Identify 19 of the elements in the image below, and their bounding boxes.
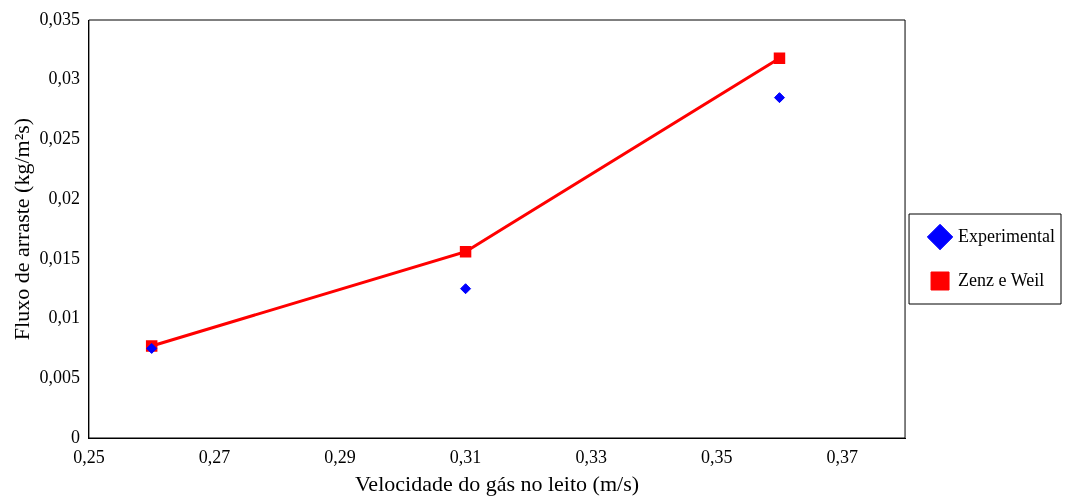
x-tick-label: 0,25 (73, 446, 105, 467)
x-tick-label: 0,31 (449, 446, 482, 467)
y-tick-label: 0,005 (39, 367, 80, 388)
legend-label: Experimental (958, 225, 1056, 246)
x-tick-label: 0,27 (198, 446, 231, 467)
y-tick-label: 0,025 (39, 128, 80, 149)
y-tick-label: 0,015 (39, 247, 80, 268)
x-tick-label: 0,33 (575, 446, 607, 467)
legend-label: Zenz e Weil (958, 269, 1045, 290)
x-tick-label: 0,29 (324, 446, 356, 467)
y-tick-label: 0,02 (48, 187, 80, 208)
y-axis-title: Fluxo de arraste (kg/m²s) (8, 117, 34, 341)
y-tick-label: 0,035 (39, 8, 80, 29)
y-tick-label: 0 (70, 426, 80, 447)
x-tick-label: 0,35 (700, 446, 733, 467)
x-axis-title: Velocidade do gás no leito (m/s) (354, 470, 640, 496)
y-tick-label: 0,01 (48, 307, 80, 328)
x-tick-label: 0,37 (826, 446, 859, 467)
y-tick-label: 0,03 (48, 68, 80, 89)
